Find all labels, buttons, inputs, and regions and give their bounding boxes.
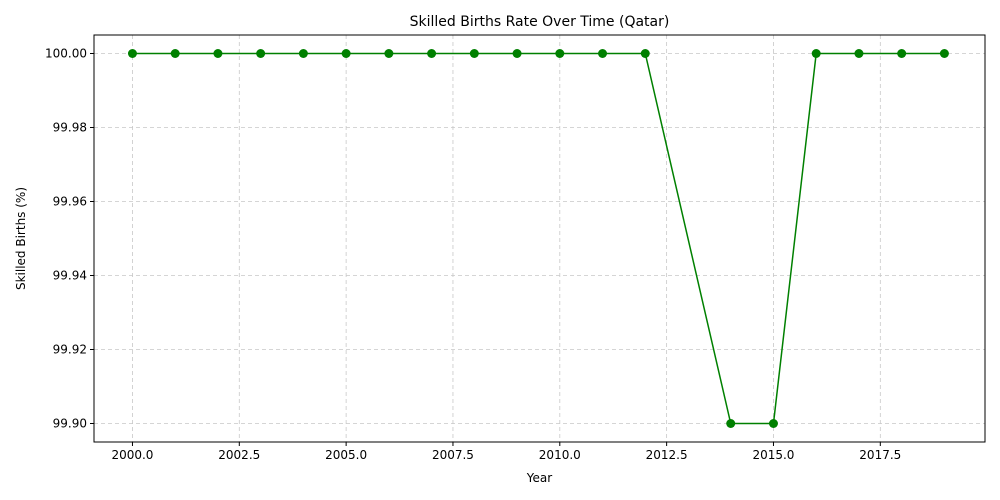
x-tick-label: 2017.5 — [859, 448, 901, 462]
plot-frame — [93, 34, 986, 443]
data-point — [897, 49, 907, 58]
y-axis: 99.90 99.92 99.94 99.96 99.98 100.00 — [45, 47, 94, 431]
data-point — [256, 49, 266, 58]
x-tick-label: 2000.0 — [111, 448, 153, 462]
data-point — [384, 49, 394, 58]
y-tick-label: 99.90 — [53, 417, 87, 431]
data-point — [555, 49, 565, 58]
data-point — [598, 49, 608, 58]
y-tick-label: 100.00 — [45, 47, 87, 61]
x-tick-label: 2012.5 — [646, 448, 688, 462]
data-point — [768, 419, 778, 428]
data-point — [213, 49, 223, 58]
data-point — [170, 49, 180, 58]
x-axis: 2000.0 2002.5 2005.0 2007.5 2010.0 2012.5 2015… — [111, 442, 901, 462]
x-tick-label: 2015.0 — [752, 448, 794, 462]
data-point — [640, 49, 650, 58]
data-point — [811, 49, 821, 58]
x-tick-label: 2002.5 — [218, 448, 260, 462]
data-point — [469, 49, 479, 58]
y-tick-label: 99.92 — [53, 343, 87, 357]
y-tick-label: 99.96 — [53, 195, 87, 209]
x-axis-label: Year — [526, 471, 552, 485]
data-point — [341, 49, 351, 58]
data-point — [939, 49, 949, 58]
x-tick-label: 2005.0 — [325, 448, 367, 462]
data-point — [726, 419, 736, 428]
chart-title: Skilled Births Rate Over Time (Qatar) — [410, 14, 670, 30]
series-layer — [127, 49, 949, 428]
x-tick-label: 2007.5 — [432, 448, 474, 462]
y-tick-label: 99.98 — [53, 121, 87, 135]
y-axis-label: Skilled Births (%) — [14, 187, 28, 290]
data-point — [512, 49, 522, 58]
data-point — [427, 49, 437, 58]
data-point — [298, 49, 308, 58]
y-tick-label: 99.94 — [53, 269, 87, 283]
data-point — [854, 49, 864, 58]
x-tick-label: 2010.0 — [539, 448, 581, 462]
data-point — [127, 49, 137, 58]
